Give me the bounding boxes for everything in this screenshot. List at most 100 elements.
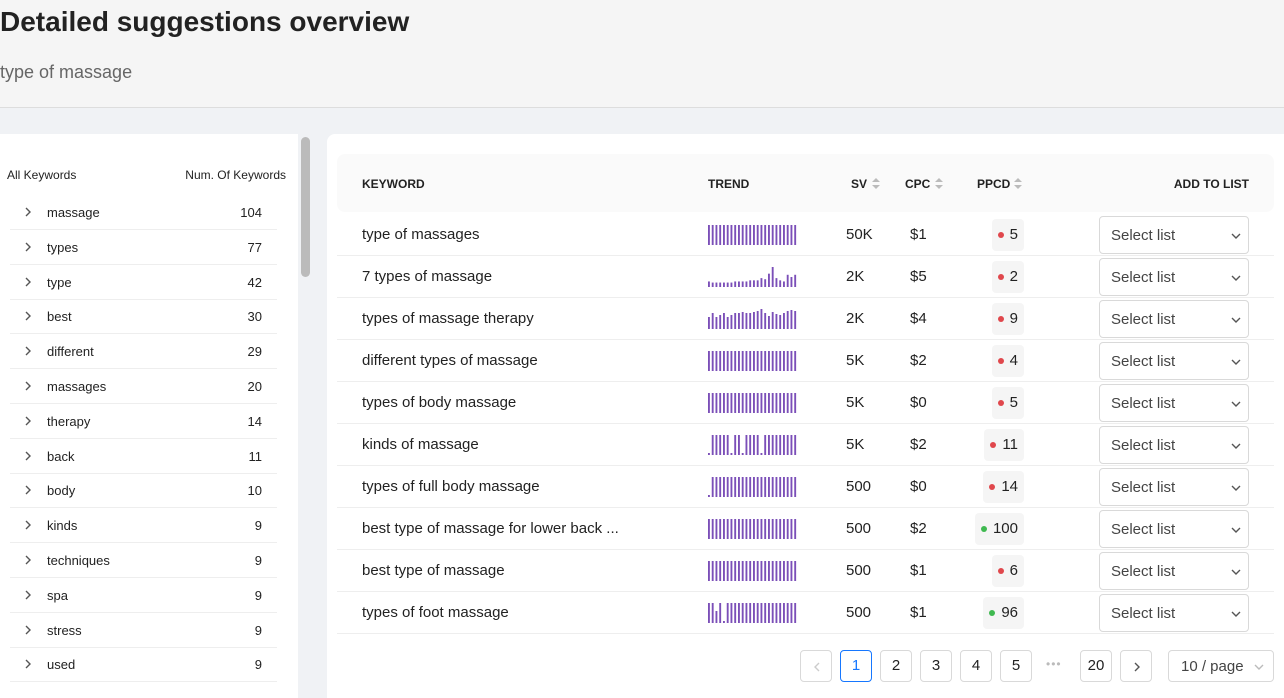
ppcd-value: 5 xyxy=(1009,226,1018,243)
trend-bar xyxy=(719,561,722,581)
search-volume: 2K xyxy=(846,268,865,285)
sort-icon[interactable] xyxy=(935,178,943,182)
pagination-page[interactable]: 20 xyxy=(1080,650,1112,682)
trend-bar xyxy=(768,435,770,455)
trend-bar xyxy=(745,225,748,245)
sidebar-keyword[interactable]: best xyxy=(47,309,72,325)
trend-bar xyxy=(775,603,778,623)
sort-icon[interactable] xyxy=(872,185,880,189)
sidebar-keyword[interactable]: used xyxy=(47,657,76,673)
trend-bar xyxy=(741,561,744,581)
pagination-page[interactable]: 1 xyxy=(840,650,872,682)
trend-bar xyxy=(786,311,789,329)
pagination-next[interactable] xyxy=(1120,650,1152,682)
sort-icon[interactable] xyxy=(935,185,943,189)
select-placeholder: Select list xyxy=(1111,563,1176,580)
row-divider xyxy=(337,507,1274,508)
select-list[interactable]: Select list xyxy=(1099,426,1249,464)
sidebar-keyword[interactable]: spa xyxy=(47,587,68,603)
pagination-prev[interactable] xyxy=(800,650,832,682)
sidebar-keyword[interactable]: types xyxy=(47,239,79,255)
trend-bar xyxy=(715,393,718,413)
row-divider xyxy=(10,437,277,439)
select-list[interactable]: Select list xyxy=(1099,300,1249,338)
row-divider xyxy=(10,542,277,544)
trend-bar xyxy=(783,393,785,413)
select-list[interactable]: Select list xyxy=(1099,510,1249,548)
sidebar-count: 42 xyxy=(247,274,262,290)
trend-bar xyxy=(768,519,770,539)
select-list[interactable]: Select list xyxy=(1099,258,1249,296)
trend-bar xyxy=(779,561,782,581)
sidebar-keyword[interactable]: massages xyxy=(47,379,107,394)
column-header: SV xyxy=(851,177,868,191)
trend-bar xyxy=(738,225,740,245)
trend-bar xyxy=(753,280,755,287)
trend-bar xyxy=(771,477,774,497)
trend-bar xyxy=(790,310,793,329)
sidebar-keyword[interactable]: type xyxy=(47,274,72,290)
ppcd-dot xyxy=(980,526,987,532)
sidebar-keyword[interactable]: massage xyxy=(47,205,100,220)
trend-bar xyxy=(711,282,714,287)
trend-bar xyxy=(753,351,755,371)
select-list[interactable]: Select list xyxy=(1099,342,1249,380)
trend-bar xyxy=(768,225,770,245)
trend-bar xyxy=(756,393,759,413)
trend-bar xyxy=(738,281,740,287)
select-list[interactable]: Select list xyxy=(1099,468,1249,506)
select-placeholder: Select list xyxy=(1111,605,1176,622)
select-list[interactable]: Select list xyxy=(1099,216,1249,254)
trend-sparkline xyxy=(708,477,797,497)
row-divider xyxy=(10,333,277,335)
trend-bar xyxy=(794,603,797,623)
trend-bar xyxy=(745,281,748,287)
trend-bar xyxy=(738,603,740,623)
pagination-page[interactable]: 2 xyxy=(880,650,912,682)
pagination-page[interactable]: 3 xyxy=(920,650,952,682)
page-size-select[interactable]: 10 / page xyxy=(1168,650,1274,682)
ppcd-badge: 6 xyxy=(991,555,1024,587)
trend-sparkline xyxy=(708,435,797,455)
sidebar-keyword[interactable]: techniques xyxy=(47,553,110,568)
select-list[interactable]: Select list xyxy=(1099,384,1249,422)
trend-bar xyxy=(756,561,759,581)
select-list[interactable]: Select list xyxy=(1099,552,1249,590)
select-list[interactable]: Select list xyxy=(1099,594,1249,632)
trend-bar xyxy=(771,435,774,455)
trend-bar xyxy=(719,351,722,371)
sidebar-keyword[interactable]: kinds xyxy=(47,518,78,534)
sidebar-keyword[interactable]: back xyxy=(47,448,75,464)
chevron-icon xyxy=(1134,662,1140,672)
column-header: TREND xyxy=(708,177,750,191)
trend-bar xyxy=(715,561,718,581)
keyword: best type of massage for lower back ... xyxy=(362,520,619,537)
trend-bar xyxy=(779,315,782,329)
trend-bar xyxy=(760,278,763,287)
pagination-page[interactable]: 5 xyxy=(1000,650,1032,682)
sidebar-keyword[interactable]: different xyxy=(47,344,94,360)
trend-bar xyxy=(734,561,737,581)
ppcd-badge: 14 xyxy=(983,471,1024,503)
scrollbar[interactable] xyxy=(301,137,310,277)
chevron-icon xyxy=(1231,443,1241,449)
pagination-page[interactable]: 4 xyxy=(960,650,992,682)
sort-icon[interactable] xyxy=(1014,185,1022,189)
sidebar-header: All Keywords xyxy=(7,168,77,182)
sidebar-keyword[interactable]: therapy xyxy=(47,413,91,429)
trend-bar xyxy=(723,435,725,455)
trend-bar xyxy=(768,393,770,413)
trend-bar xyxy=(753,519,755,539)
sidebar-keyword[interactable]: stress xyxy=(47,622,82,638)
trend-bar xyxy=(723,282,725,287)
chevron-icon xyxy=(1231,275,1241,281)
trend-bar xyxy=(786,225,789,245)
trend-bar xyxy=(771,267,774,287)
sort-icon[interactable] xyxy=(1014,178,1022,182)
sidebar-keyword[interactable]: body xyxy=(47,483,76,499)
trend-bar xyxy=(734,477,737,497)
trend-bar xyxy=(783,313,785,329)
sort-icon[interactable] xyxy=(872,178,880,182)
cpc: $5 xyxy=(910,268,927,285)
trend-bar xyxy=(730,519,733,539)
